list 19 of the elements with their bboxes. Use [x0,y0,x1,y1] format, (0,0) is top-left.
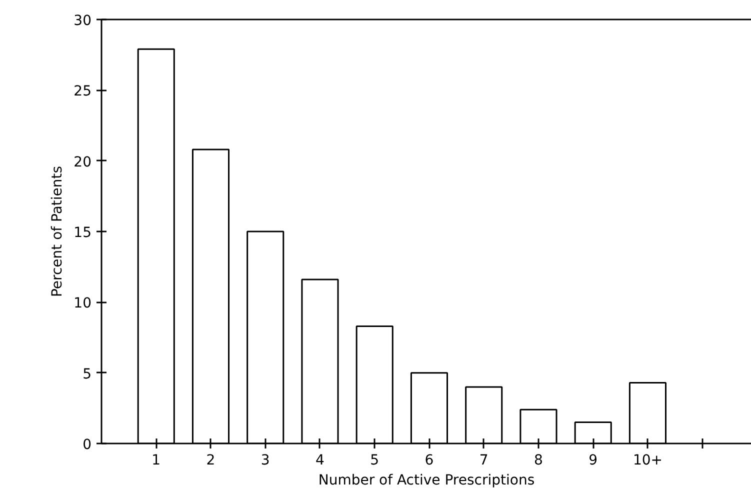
x-tick-label: 9 [588,452,598,468]
x-tick-label: 6 [424,452,434,468]
y-tick-label: 5 [82,366,92,382]
x-tick-label: 3 [260,452,270,468]
x-tick-label: 7 [479,452,488,468]
x-tick-label: 4 [316,452,325,468]
x-tick-label: 2 [206,452,216,468]
y-tick-label: 25 [74,84,92,100]
y-tick-label: 0 [82,437,92,453]
x-tick-label: 10+ [632,452,662,468]
y-tick-label: 20 [74,154,92,170]
x-tick-label: 1 [152,452,161,468]
y-axis-title: Percent of Patients [50,166,66,298]
x-tick-label: 5 [370,452,380,468]
y-tick-label: 10 [74,296,92,312]
y-tick-label: 30 [74,13,92,29]
y-tick-label: 15 [74,225,92,241]
x-axis-title: Number of Active Prescriptions [318,472,535,488]
x-tick-label: 8 [534,452,543,468]
